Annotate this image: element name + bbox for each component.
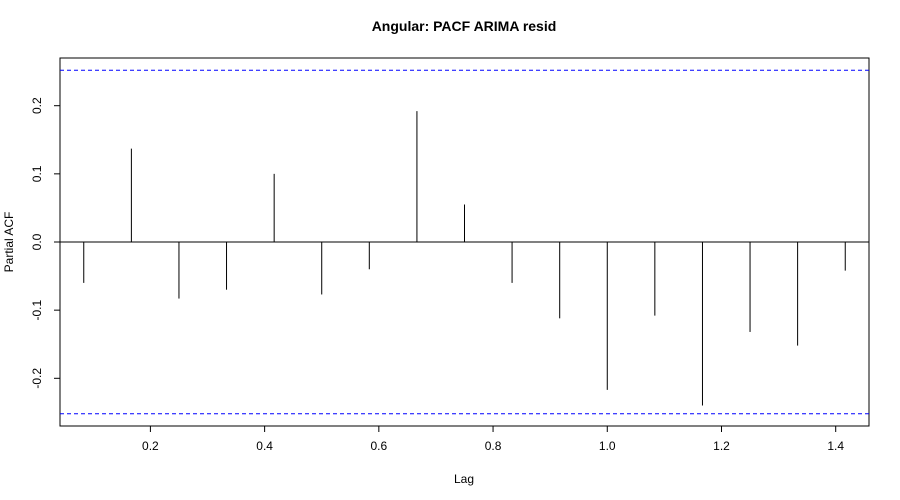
x-tick-label: 0.4 <box>256 439 273 453</box>
x-tick-label: 1.2 <box>713 439 730 453</box>
x-axis-label: Lag <box>454 472 474 486</box>
y-axis-label: Partial ACF <box>2 212 16 273</box>
x-tick-label: 1.0 <box>599 439 616 453</box>
y-tick-label: -0.1 <box>30 299 44 320</box>
y-tick-label: 0.2 <box>30 97 44 114</box>
x-tick-label: 1.4 <box>827 439 844 453</box>
chart-title: Angular: PACF ARIMA resid <box>372 18 557 34</box>
x-tick-label: 0.2 <box>142 439 159 453</box>
x-tick-label: 0.6 <box>370 439 387 453</box>
y-tick-label: -0.2 <box>30 368 44 389</box>
plot-marks: 0.2 0.4 0.6 0.8 1.0 1.2 1.4 -0.2 -0.1 0.0 0.1 0.2 <box>30 69 869 453</box>
x-tick-label: 0.8 <box>485 439 502 453</box>
y-tick-label: 0.1 <box>30 165 44 182</box>
y-tick-label: 0.0 <box>30 233 44 250</box>
